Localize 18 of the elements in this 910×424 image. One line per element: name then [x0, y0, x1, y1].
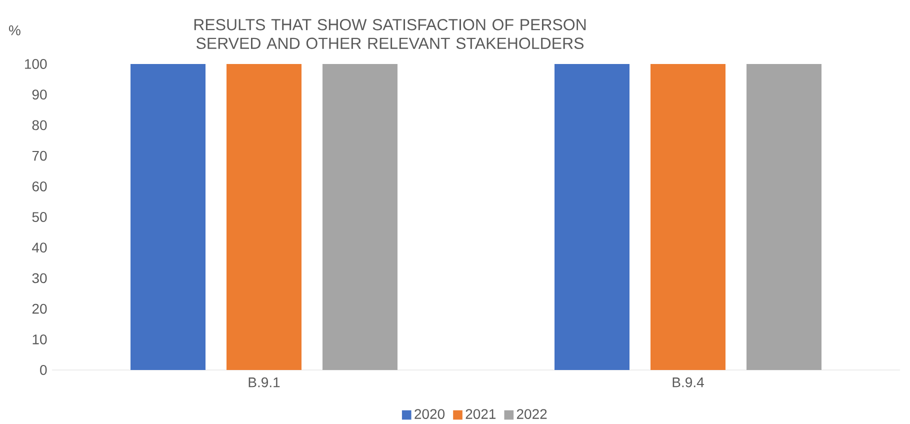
legend-label: 2021 [466, 409, 496, 419]
y-axis-title: % [8, 25, 20, 36]
y-tick-label: 90 [32, 90, 47, 100]
x-tick-label: B.9.4 [672, 377, 704, 388]
y-tick-label: 20 [32, 304, 47, 314]
y-tick-label: 100 [25, 59, 47, 69]
y-tick-label: 0 [40, 365, 47, 375]
chart-title: RESULTS THAT SHOW SATISFACTION OF PERSON SERVED AND OTHER RELEVANT STAKEHOLDERS [194, 19, 586, 49]
y-tick-label: 40 [32, 242, 47, 253]
y-tick-label: 70 [32, 150, 47, 161]
y-tick-label: 60 [32, 181, 47, 192]
y-tick-label: 10 [32, 334, 47, 344]
y-tick-label: 50 [32, 212, 47, 222]
x-tick-label: B.9.1 [248, 377, 280, 388]
legend-label: 2022 [516, 409, 547, 419]
legend-label: 2020 [414, 409, 445, 419]
y-tick-label: 30 [32, 273, 47, 284]
y-tick-label: 80 [32, 120, 47, 130]
